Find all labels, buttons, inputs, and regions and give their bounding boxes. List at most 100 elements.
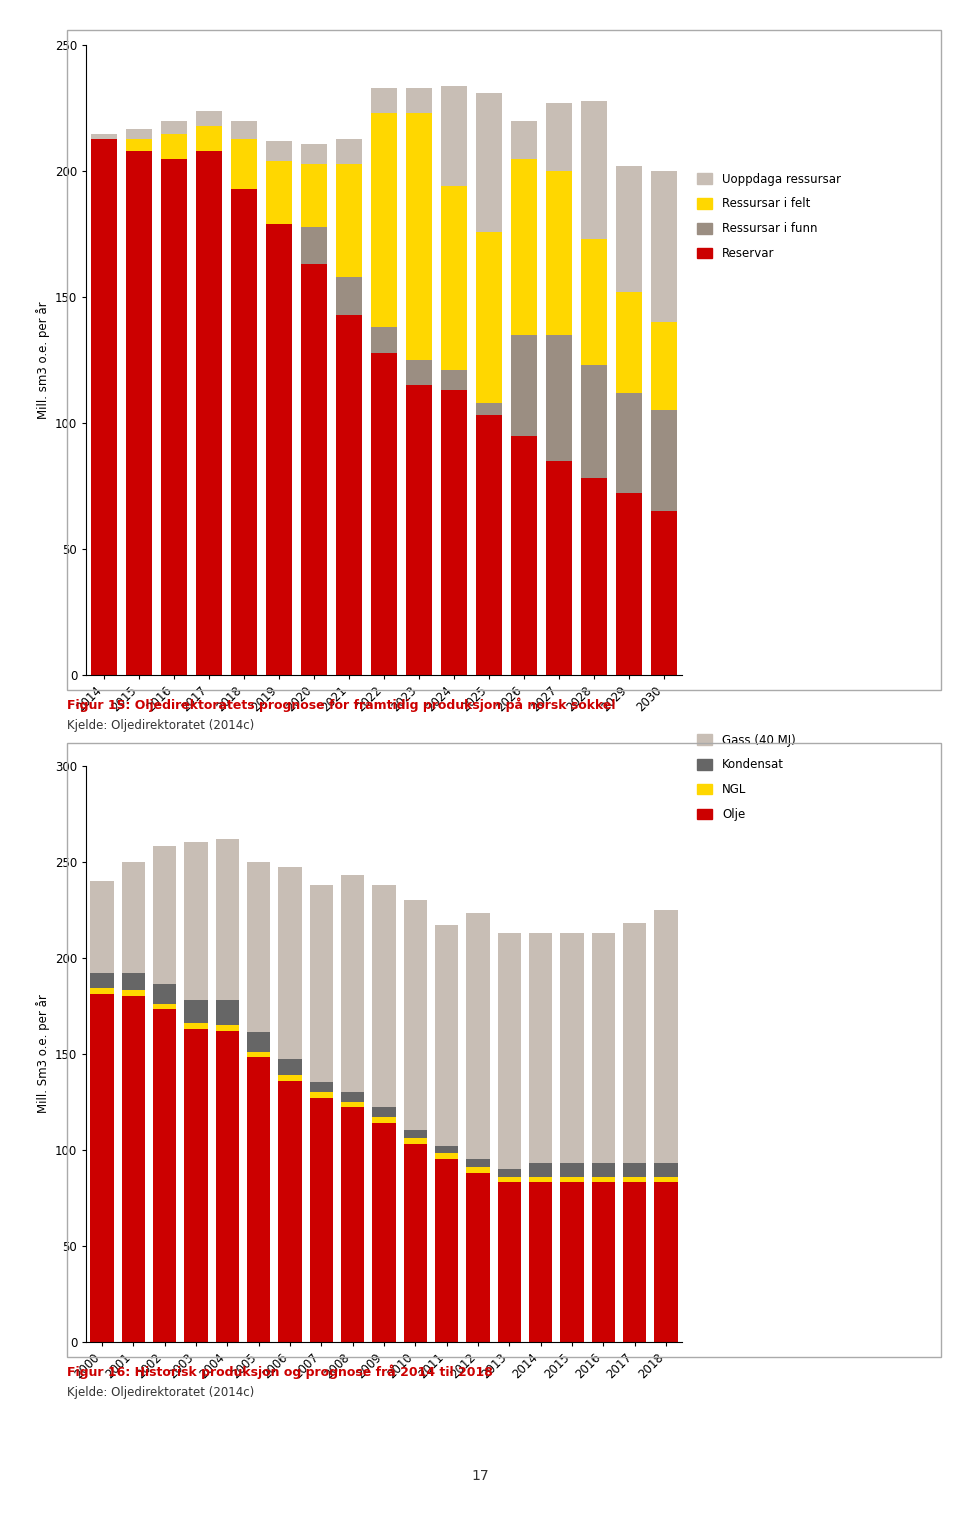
Bar [122,990,145,996]
Bar [300,164,327,227]
Bar [403,1145,427,1342]
Bar [371,88,397,114]
Y-axis label: Mill. sm3 o.e. per år: Mill. sm3 o.e. per år [36,302,50,418]
Bar [91,138,117,675]
Bar [623,1163,646,1176]
Bar [371,114,397,327]
Bar [122,973,145,990]
Bar [153,1004,177,1010]
Bar [184,843,207,1001]
Bar [196,126,222,152]
Bar [441,186,468,370]
Bar [230,138,257,190]
Bar [616,293,642,393]
Bar [403,901,427,1131]
Bar [511,121,538,159]
Text: Kjelde: Oljedirektoratet (2014c): Kjelde: Oljedirektoratet (2014c) [67,719,254,732]
Bar [616,167,642,293]
Bar [160,159,187,675]
Bar [216,838,239,1001]
Bar [91,133,117,138]
Text: Kjelde: Oljedirektoratet (2014c): Kjelde: Oljedirektoratet (2014c) [67,1386,254,1399]
Bar [529,1163,552,1176]
Bar [467,1173,490,1342]
Bar [467,1167,490,1173]
Bar [403,1139,427,1145]
Bar [546,103,572,171]
Bar [230,190,257,675]
Text: Figur 15: Oljedirektoratets prognose for framtidig produksjon på norsk sokkel: Figur 15: Oljedirektoratets prognose for… [67,697,615,713]
Bar [654,1182,678,1342]
Bar [591,932,615,1163]
Bar [441,86,468,186]
Bar [497,1182,521,1342]
Bar [90,973,114,988]
Bar [546,461,572,675]
Bar [126,129,152,138]
Bar [341,1107,365,1342]
Bar [529,932,552,1163]
Bar [341,875,365,1092]
Bar [372,885,396,1107]
Text: Figur 16: Historisk produksjon og prognose frå 2014 til 2018: Figur 16: Historisk produksjon og progno… [67,1364,493,1380]
Bar [90,988,114,994]
Bar [336,138,362,164]
Bar [371,353,397,675]
Bar [247,1052,271,1058]
Bar [300,227,327,264]
Bar [581,102,607,240]
Bar [403,1131,427,1139]
Bar [467,914,490,1160]
Bar [441,370,468,390]
Bar [581,479,607,675]
Bar [216,1031,239,1342]
Bar [216,1001,239,1025]
Bar [591,1176,615,1182]
Bar [90,994,114,1342]
Bar [561,1163,584,1176]
Bar [435,1146,459,1154]
Bar [435,925,459,1146]
Bar [90,881,114,973]
Bar [406,385,432,675]
Bar [654,910,678,1163]
Bar [511,435,538,675]
Bar [278,1081,301,1342]
Bar [476,403,502,415]
Legend: Gass (40 MJ), Kondensat, NGL, Olje: Gass (40 MJ), Kondensat, NGL, Olje [697,734,796,822]
Bar [651,171,677,323]
Bar [623,1176,646,1182]
Bar [435,1154,459,1160]
Bar [278,1075,301,1081]
Bar [372,1107,396,1117]
Bar [529,1176,552,1182]
Bar [441,390,468,675]
Bar [511,159,538,335]
Bar [300,264,327,675]
Bar [309,1098,333,1342]
Bar [372,1123,396,1342]
Bar [561,1182,584,1342]
Bar [511,335,538,435]
Bar [196,152,222,675]
Bar [336,315,362,675]
Y-axis label: Mill. Sm3 o.e. per år: Mill. Sm3 o.e. per år [36,994,50,1113]
Bar [230,121,257,138]
Bar [122,861,145,973]
Bar [341,1102,365,1107]
Bar [651,411,677,511]
Bar [153,846,177,984]
Bar [341,1092,365,1102]
Bar [372,1117,396,1123]
Bar [435,1160,459,1342]
Bar [184,1029,207,1342]
Bar [467,1160,490,1167]
Bar [160,133,187,159]
Bar [546,171,572,335]
Bar [266,141,292,161]
Bar [196,111,222,126]
Bar [300,144,327,164]
Bar [184,1001,207,1023]
Bar [160,121,187,133]
Bar [546,335,572,461]
